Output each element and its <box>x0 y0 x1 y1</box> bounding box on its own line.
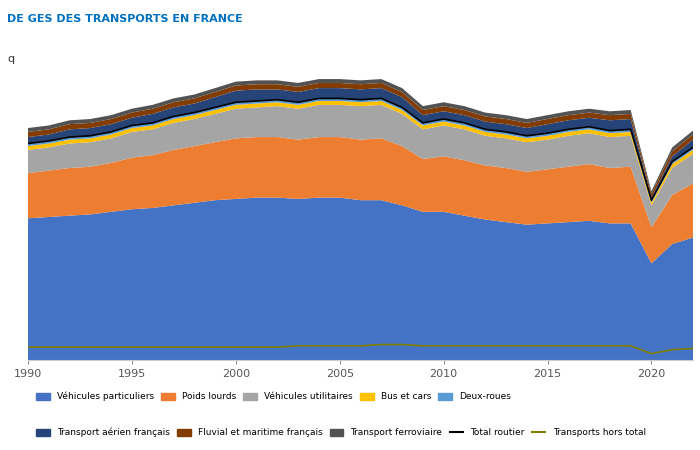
Text: DE GES DES TRANSPORTS EN FRANCE: DE GES DES TRANSPORTS EN FRANCE <box>7 14 243 23</box>
Legend: Véhicules particuliers, Poids lourds, Véhicules utilitaires, Bus et cars, Deux-r: Véhicules particuliers, Poids lourds, Vé… <box>32 388 514 405</box>
Text: q: q <box>7 54 14 64</box>
Legend: Transport aérien français, Fluvial et maritime français, Transport ferroviaire, : Transport aérien français, Fluvial et ma… <box>32 424 650 441</box>
